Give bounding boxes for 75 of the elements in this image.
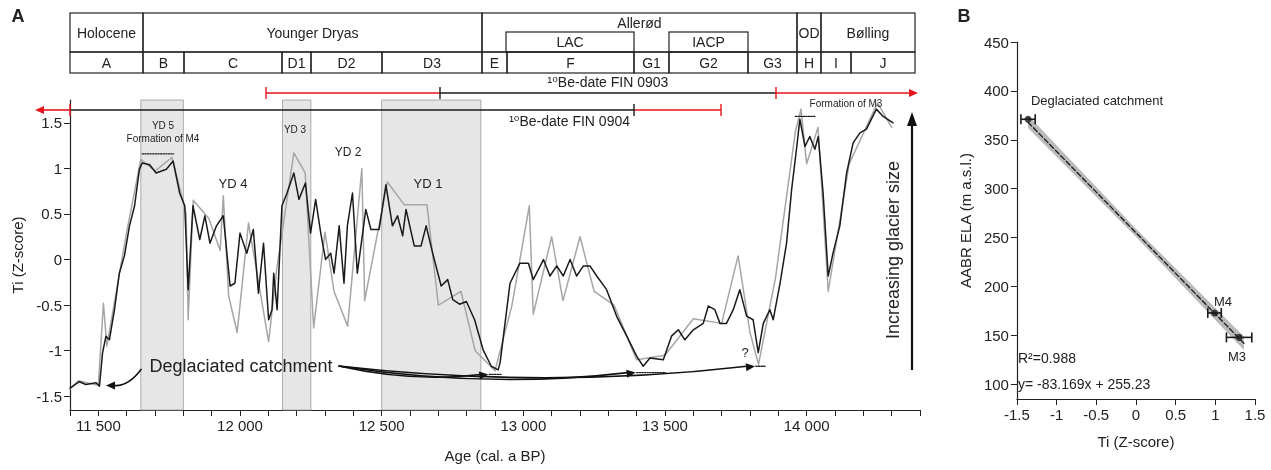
- text: Holocene: [76, 24, 137, 41]
- x-tick-label: 12 500: [358, 417, 405, 434]
- text: LAC: [556, 34, 584, 50]
- y-tick-label: 150: [983, 326, 1009, 344]
- text: Bølling: [846, 24, 890, 41]
- y-tick-label: 400: [983, 82, 1009, 100]
- text: ¹⁰Be-date FIN 0903: [547, 74, 669, 90]
- text: D1: [287, 54, 306, 71]
- x-tick-label: 12 000: [217, 417, 263, 434]
- y-tick-label: -0.5: [36, 296, 62, 314]
- y-axis-title: AABR ELA (m a.s.l.): [957, 152, 974, 289]
- y-tick-label: -1.5: [36, 387, 62, 405]
- text: Allerød: [617, 14, 662, 31]
- text: IACP: [692, 34, 725, 50]
- y-tick-label: 450: [983, 33, 1009, 51]
- y-tick-label: 1.5: [41, 114, 62, 132]
- annotation: ?: [741, 344, 749, 360]
- chart-title: A: [11, 6, 25, 26]
- x-tick-label: -1.5: [1004, 406, 1030, 423]
- annotation: y= -83.169x + 255.23: [1018, 376, 1151, 392]
- x-tick-label: 0: [1131, 406, 1141, 423]
- y-tick-label: 300: [983, 180, 1009, 198]
- text: F: [566, 54, 575, 71]
- text: OD: [798, 24, 820, 41]
- annotation: Deglaciated catchment: [1030, 92, 1164, 108]
- y-tick-label: 350: [983, 131, 1009, 149]
- annotation: Increasing glacier size: [883, 160, 903, 340]
- text: E: [489, 54, 500, 71]
- x-tick-label: -0.5: [1083, 406, 1110, 423]
- text: C: [227, 54, 239, 71]
- text: H: [803, 54, 815, 71]
- x-tick-label: 14 000: [783, 417, 830, 434]
- annotation: YD 2: [334, 145, 362, 159]
- text: D3: [423, 54, 442, 71]
- x-tick-label: 1: [1211, 406, 1220, 423]
- y-tick-label: 200: [983, 278, 1009, 296]
- text: B: [158, 54, 169, 71]
- annotation: M4: [1213, 293, 1233, 309]
- text: Younger Dryas: [266, 24, 359, 41]
- chart-title: B: [957, 6, 971, 26]
- text: G2: [699, 54, 719, 71]
- x-tick-label: 13 500: [642, 417, 688, 434]
- annotation: YD 5: [151, 119, 175, 131]
- x-tick-label: -1: [1049, 406, 1064, 423]
- annotation: Deglaciated catchment: [149, 356, 333, 376]
- point: [1211, 309, 1219, 317]
- y-tick-label: 100: [983, 375, 1009, 393]
- x-axis-title: Age (cal. a BP): [444, 447, 546, 464]
- text: I: [834, 54, 838, 71]
- text: D2: [337, 54, 356, 71]
- text: G1: [642, 54, 662, 71]
- annotation: ¹⁰Be-date FIN 0904: [509, 113, 631, 129]
- annotation: YD 3: [283, 123, 307, 135]
- x-tick-label: 11 500: [75, 417, 121, 434]
- x-axis-title: Ti (Z-score): [1097, 433, 1175, 450]
- point: [1235, 333, 1243, 341]
- annotation: R²=0.988: [1018, 350, 1077, 366]
- text: A: [101, 54, 112, 71]
- y-axis-title: Ti (Z-score): [9, 216, 27, 294]
- x-tick-label: 13 000: [500, 417, 547, 434]
- annotation: M3: [1227, 348, 1247, 364]
- point: [1024, 115, 1032, 123]
- y-tick-label: 0.5: [41, 205, 62, 223]
- annotation: Formation of M3: [809, 97, 883, 109]
- annotation: YD 1: [413, 175, 443, 191]
- x-tick-label: 0.5: [1165, 406, 1187, 423]
- annotation: Formation of M4: [126, 132, 200, 144]
- text: G3: [763, 54, 783, 71]
- y-tick-label: -1: [48, 342, 62, 360]
- x-tick-label: 1.5: [1244, 406, 1266, 423]
- annotation: YD 4: [218, 175, 248, 191]
- y-tick-label: 1: [53, 159, 62, 177]
- text: J: [879, 54, 887, 71]
- y-tick-label: 250: [983, 229, 1009, 247]
- y-tick-label: 0: [53, 251, 62, 269]
